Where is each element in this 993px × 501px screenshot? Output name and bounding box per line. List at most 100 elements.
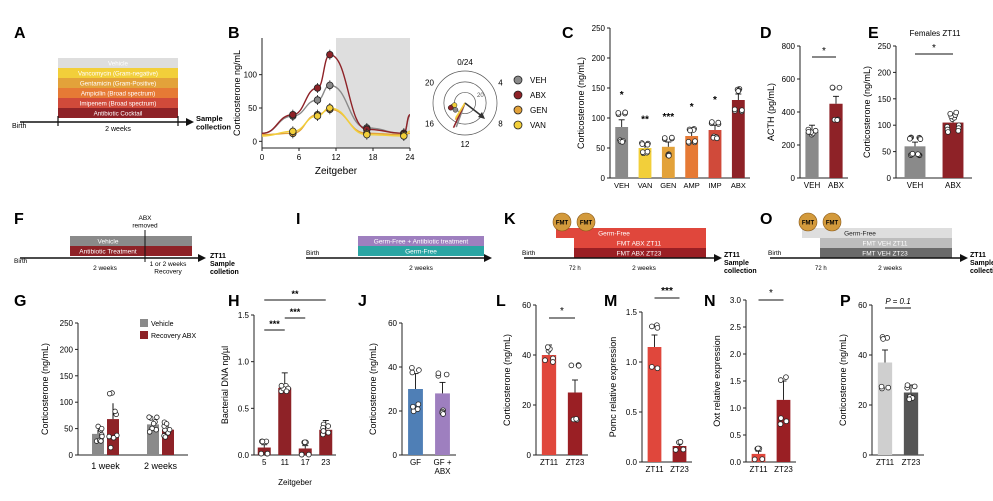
individual-point [440,411,446,417]
panel-letter-d: D [760,25,772,42]
bar [829,103,843,178]
timeline-end-label: collection [724,268,757,275]
fmt-bar-1 [820,238,952,248]
data-point [363,130,371,139]
bar [708,130,722,178]
individual-point [644,141,651,148]
timeline-end-label: colletion [210,269,239,276]
protocol-layer-bar [58,98,178,108]
protocol-layer-label: Antibiotic Cocktail [94,111,143,118]
abx-removed-label: removed [132,223,158,230]
data-point [326,81,334,90]
x-tick-label: 0 [260,153,265,162]
individual-point [777,421,784,427]
x-tick-label: ZT23 [670,465,689,474]
y-tick-label: 200 [782,141,796,150]
germfree-bar-label: Germ-Free [844,231,876,238]
individual-point [735,88,742,94]
panel-letter-c: C [562,25,574,42]
protocol-layer-bar [58,68,178,78]
panel-letter-e: E [868,25,879,42]
significance-label: *** [661,286,673,297]
individual-point [112,408,118,415]
significance-label: P = 0.1 [885,297,910,306]
individual-point [99,433,105,440]
individual-point [755,445,761,452]
individual-point [416,367,422,373]
timeline-arrowhead [714,254,722,262]
individual-point [166,426,173,433]
y-axis-label: Corticosterone (ng/mL) [502,334,512,426]
panel-letter-l: L [496,293,506,310]
x-tick-label: VEH [907,181,924,190]
individual-point [904,382,911,388]
y-tick-label: 200 [592,54,606,63]
legend-label: VEH [530,76,547,85]
significance-label: *** [269,319,280,329]
y-tick-label: 50 [596,144,605,153]
individual-point [715,119,722,126]
individual-point [672,447,679,453]
data-point [313,96,322,104]
treatment-bar-label: Antibiotic Treatment [79,249,137,256]
y-tick-label: 2.0 [730,350,742,359]
protocol-layer-bar [58,108,178,118]
timeline-birth-label: Birth [768,250,782,257]
y-axis-label: Oxt relative expression [712,335,722,427]
legend-swatch [140,319,148,327]
y-tick-label: 1.5 [238,311,250,320]
individual-point [283,388,290,395]
individual-point [99,425,105,432]
legend-marker [513,90,523,100]
bar [298,448,312,455]
y-tick-label: 200 [60,345,74,354]
vehicle-bar-label: Vehicle [98,239,119,246]
timeline-duration-label: 2 weeks [105,126,131,133]
panel-b-polar-plot: 0/24 4 8 12 16 20 20 [425,58,503,149]
protocol-layer-bar [58,88,178,98]
y-tick-label: 0 [393,451,398,460]
individual-point [622,109,628,116]
x-tick-label: ABX [434,467,451,476]
x-tick-label: ZT11 [645,465,664,474]
bar [731,100,745,178]
y-tick-label: 0 [253,137,258,146]
y-tick-label: 40 [388,363,397,372]
y-tick-label: 100 [592,114,606,123]
individual-point [278,382,285,389]
x-tick-label: GF + [433,458,451,467]
timeline-birth-label: Birth [12,123,27,130]
x-tick-label: ZT23 [902,458,921,467]
legend-swatch [140,331,148,339]
x-tick-label: 1 week [91,461,120,471]
y-tick-label: 150 [60,372,74,381]
individual-point [917,136,924,142]
bar [751,453,766,462]
y-tick-label: 3.0 [730,296,742,305]
protocol-layer-bar [58,58,178,68]
individual-point [150,420,157,427]
y-axis-label: Corticosterone (ng/mL) [576,57,586,149]
y-tick-label: 1.5 [730,377,742,386]
legend-label: VAN [530,121,546,130]
y-tick-label: 50 [64,425,73,434]
bar [942,122,964,178]
individual-point [709,119,715,125]
timeline-end-label: collection [970,268,993,275]
individual-point [435,370,442,377]
y-tick-label: 0.0 [730,458,742,467]
y-tick-label: 100 [878,121,892,130]
data-point [326,50,334,59]
x-tick-label: 17 [301,458,310,467]
bar [567,392,583,455]
x-tick-label: ABX [945,181,962,190]
individual-point [639,141,646,147]
polar-hour-label: 12 [461,140,470,149]
bar [647,347,662,462]
vehicle-bar [70,236,192,246]
y-axis-label: ACTH (pg/mL) [766,83,776,141]
y-tick-label: 50 [882,148,891,157]
bar [685,136,699,178]
timeline-end-label: Sample [210,261,235,268]
